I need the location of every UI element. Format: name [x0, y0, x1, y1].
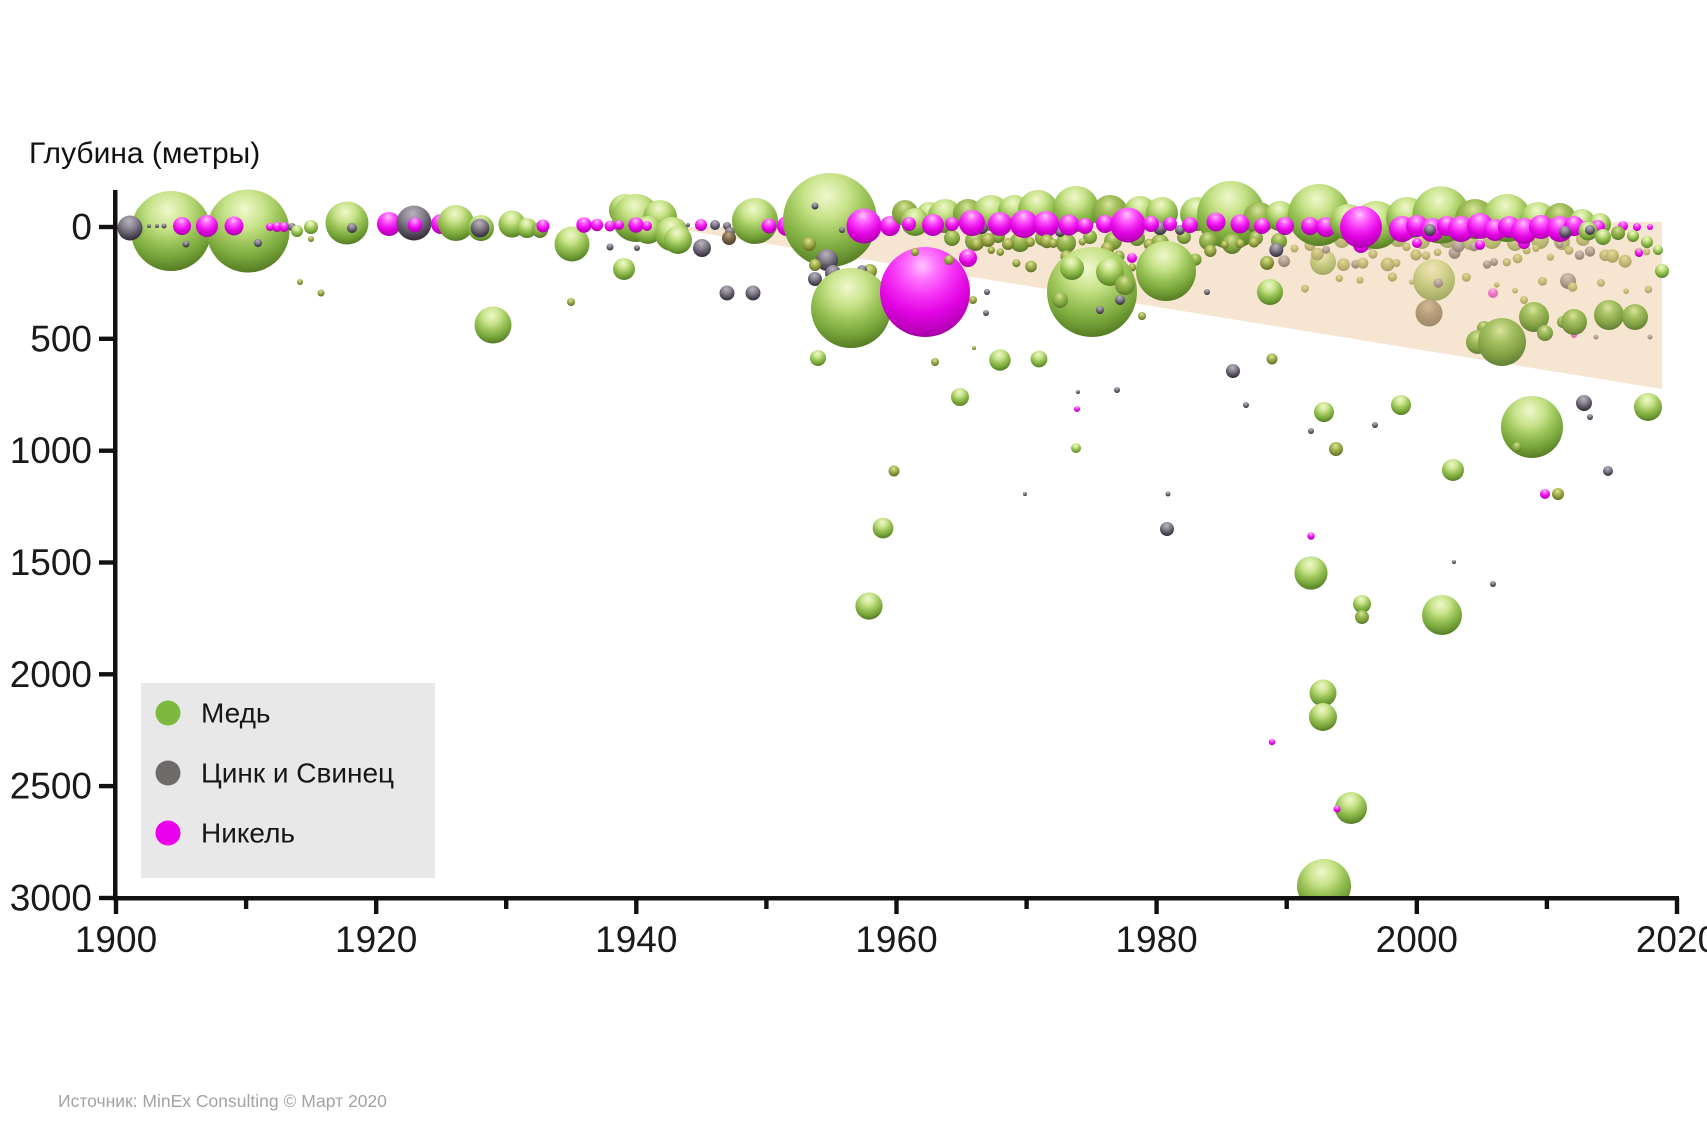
svg-text:1920: 1920 [335, 919, 417, 960]
svg-text:2000: 2000 [10, 654, 92, 695]
svg-text:1980: 1980 [1115, 919, 1197, 960]
svg-text:Глубина (метры): Глубина (метры) [29, 137, 260, 170]
svg-text:1900: 1900 [75, 919, 157, 960]
svg-text:1500: 1500 [10, 542, 92, 583]
svg-text:Медь: Медь [201, 698, 271, 729]
svg-text:1940: 1940 [595, 919, 677, 960]
svg-text:2500: 2500 [10, 766, 92, 807]
svg-text:3000: 3000 [10, 878, 92, 919]
svg-text:Никель: Никель [201, 818, 295, 849]
svg-text:1960: 1960 [855, 919, 937, 960]
svg-text:2000: 2000 [1376, 919, 1458, 960]
svg-text:1000: 1000 [10, 430, 92, 471]
svg-text:0: 0 [71, 207, 92, 248]
svg-text:Цинк и Свинец: Цинк и Свинец [201, 758, 394, 789]
svg-text:2020: 2020 [1636, 919, 1707, 960]
svg-text:Источник: MinEx Consulting © М: Источник: MinEx Consulting © Март 2020 [58, 1091, 387, 1111]
svg-text:500: 500 [30, 318, 92, 359]
